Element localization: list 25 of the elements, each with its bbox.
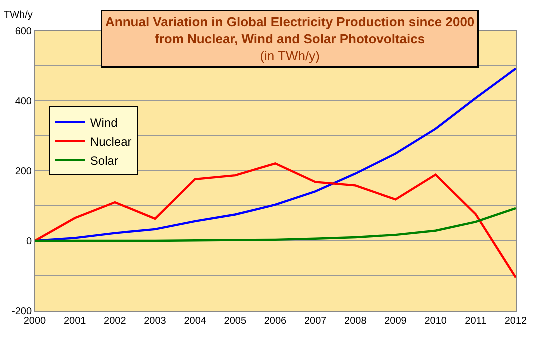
x-tick-label: 2010 <box>424 316 448 327</box>
x-tick-label: 2000 <box>24 316 47 327</box>
x-tick-label: 2005 <box>224 316 247 327</box>
x-tick-label: 2011 <box>465 316 488 327</box>
legend-label: Solar <box>90 154 118 168</box>
chart-title: Annual Variation in Global Electricity Production since 2000 from Nuclear, Wind and Solar Photovoltaics <box>106 14 475 46</box>
x-tick-label: 2008 <box>344 316 368 327</box>
x-tick-label: 2006 <box>264 316 288 327</box>
x-tick-label: 2003 <box>144 316 167 327</box>
x-tick-label: 2001 <box>64 316 87 327</box>
text: (in TWh/y) <box>260 48 320 64</box>
y-tick-label: 600 <box>15 26 32 38</box>
legend-label: Nuclear <box>90 134 132 149</box>
legend-label: Wind <box>90 116 118 130</box>
line-series <box>35 207 516 242</box>
x-tick-label: 2009 <box>384 316 408 327</box>
x-tick-label: 2002 <box>104 316 127 327</box>
y-tick-label: -200 <box>12 306 32 318</box>
y-axis-title: TWh/y <box>4 10 33 21</box>
y-tick-label: 0 <box>26 236 32 248</box>
x-tick-label: 2004 <box>184 316 207 327</box>
x-tick-label: 2007 <box>304 316 328 327</box>
y-tick-label: 400 <box>15 96 32 108</box>
x-tick-label: 2012 <box>504 316 528 327</box>
y-tick-label: 200 <box>15 166 32 178</box>
